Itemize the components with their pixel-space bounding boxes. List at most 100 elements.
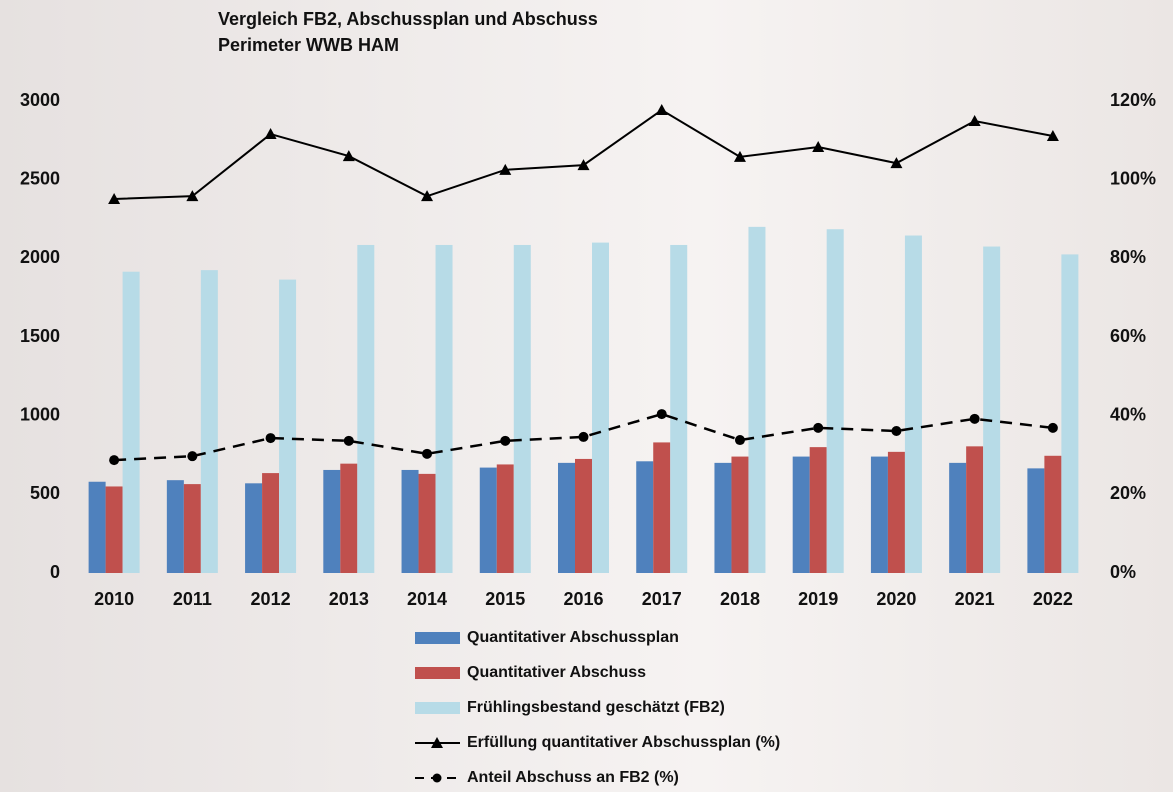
bar [558,462,575,573]
bar [401,469,419,573]
line-marker [500,435,511,446]
line-marker [813,422,824,433]
y2-tick-label: 60% [1110,326,1146,346]
bar [731,456,749,573]
bar [592,242,609,573]
x-tick-label: 2017 [642,589,682,609]
bar [357,244,375,573]
x-tick-label: 2013 [329,589,369,609]
bar [636,461,654,573]
x-tick-label: 2019 [798,589,838,609]
bar [809,447,827,573]
x-tick-label: 2012 [251,589,291,609]
x-tick-label: 2011 [173,589,212,609]
line-marker [656,409,667,420]
y-tick-label: 2000 [20,247,60,267]
bar [983,246,1001,574]
bar [714,462,732,573]
line-marker [108,192,121,204]
bar [1027,468,1045,573]
bar [323,469,341,573]
legend-swatch [415,667,460,679]
line [114,108,1054,200]
line-marker [342,150,355,162]
line-marker [733,150,746,162]
legend-label: Anteil Abschuss an FB2 (%) [467,769,679,786]
x-tick-label: 2022 [1033,589,1073,609]
y2-tick-label: 80% [1110,247,1146,267]
legend-label: Quantitativer Abschussplan [467,629,679,646]
bar [105,486,123,573]
chart-subtitle: Perimeter WWB HAM [218,35,399,55]
bar [670,244,688,573]
x-tick-label: 2016 [563,589,603,609]
y2-tick-label: 100% [1110,168,1156,188]
line-marker [499,163,512,175]
bar [88,481,106,573]
bar [279,279,297,573]
line-marker [578,431,589,442]
bar [575,458,592,573]
bar [1061,254,1079,573]
line-marker [422,448,433,459]
y-tick-label: 1500 [20,326,60,346]
bar [418,473,436,573]
x-tick-label: 2015 [485,589,525,609]
bar [166,480,184,573]
bar [792,456,810,573]
bar [183,484,201,573]
bar [245,483,263,573]
bar [904,235,922,573]
bar [949,462,967,573]
line-marker [655,104,668,116]
legend-marker [431,737,443,748]
legend-swatch [415,632,460,644]
line-marker [890,157,903,169]
bar [966,446,984,573]
bar [513,244,531,573]
legend-swatch [415,702,460,714]
bar [870,456,888,573]
bar [826,229,844,573]
bar [435,244,453,573]
line-marker [812,141,825,153]
line-marker [968,115,981,127]
y-tick-label: 0 [50,562,60,582]
bar [887,451,905,573]
y2-tick-label: 120% [1110,90,1156,110]
y-tick-label: 3000 [20,90,60,110]
y-tick-label: 500 [30,483,60,503]
line-marker [1047,422,1058,433]
line-marker [264,128,277,140]
legend-label: Frühlingsbestand geschätzt (FB2) [467,699,725,716]
line-marker [343,435,354,446]
bar [496,464,514,573]
line-marker [577,159,590,171]
bar [653,442,671,573]
line-marker [734,435,745,446]
bar [479,467,497,573]
y-tick-label: 2500 [20,168,60,188]
x-tick-label: 2020 [876,589,916,609]
line-marker [969,413,980,424]
bar [340,463,358,573]
y2-tick-label: 20% [1110,483,1146,503]
legend-marker [432,773,442,783]
line-marker [891,426,902,437]
chart-title: Vergleich FB2, Abschussplan und Abschuss [218,9,598,29]
y2-tick-label: 40% [1110,404,1146,424]
x-tick-label: 2014 [407,589,447,609]
bar [748,226,766,573]
y2-tick-label: 0% [1110,562,1136,582]
line-marker [109,455,120,466]
x-tick-label: 2018 [720,589,760,609]
line-marker [186,190,199,202]
bar [1044,455,1062,573]
x-tick-label: 2021 [955,589,995,609]
line-marker [1046,130,1059,142]
bar [262,473,280,573]
bar [200,270,218,573]
x-tick-label: 2010 [94,589,134,609]
